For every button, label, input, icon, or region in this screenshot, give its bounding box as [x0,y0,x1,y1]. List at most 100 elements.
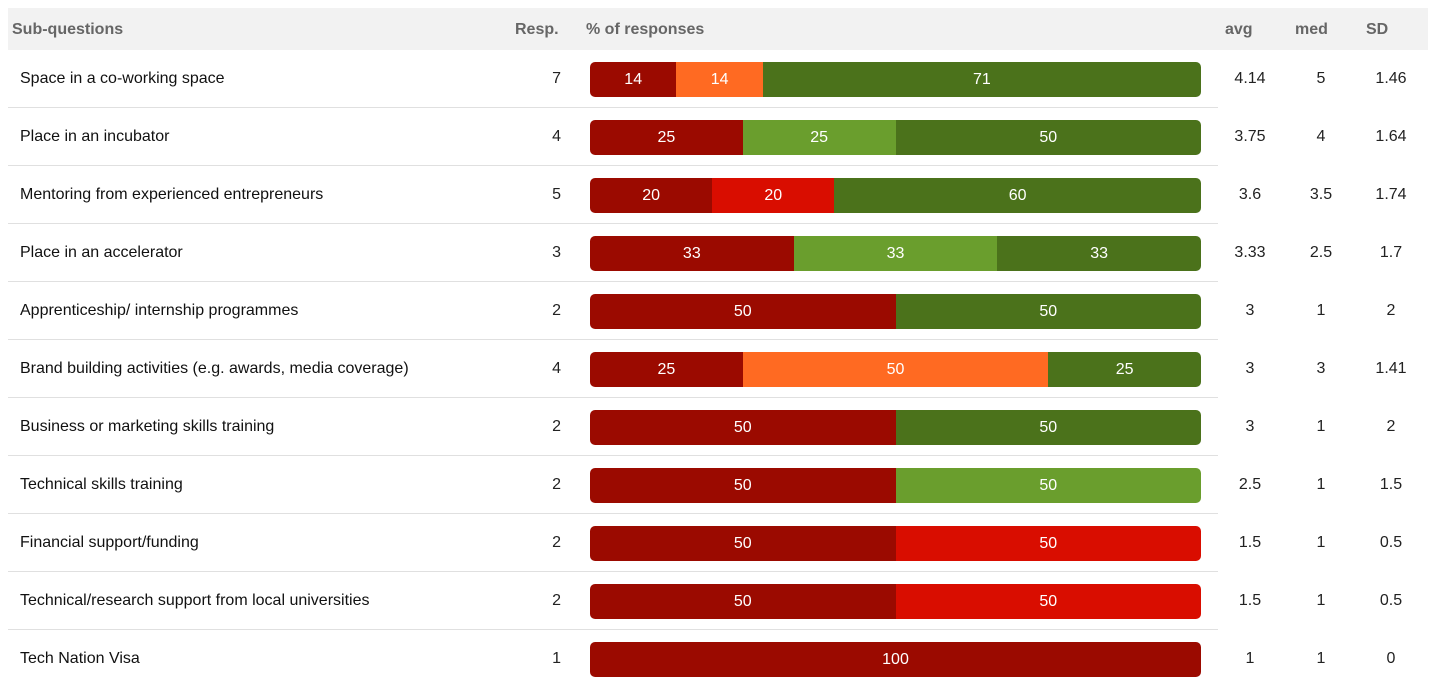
sd-value: 0.5 [1379,534,1403,551]
row-divider [8,571,1218,572]
table-row: Place in an incubator 4 25 25 50 3.75 4 1.64 [8,108,1428,166]
bar-segment: 50 [895,120,1201,155]
subquestion-label: Mentoring from experienced entrepreneurs [20,186,324,203]
table-row: Apprenticeship/ internship programmes 2 50… [8,282,1428,340]
subquestion-label: Business or marketing skills training [20,418,275,435]
table-row: Brand building activities (e.g. awards, … [8,340,1428,398]
header-sd: SD [1366,21,1389,38]
bar-segment: 50 [590,410,896,445]
table-row: Tech Nation Visa 1 100 1 1 0 [8,630,1428,688]
response-count: 4 [552,360,561,377]
bar-segment: 50 [895,526,1201,561]
avg-value: 1.5 [1238,592,1262,609]
bar-segment: 50 [590,584,896,619]
subquestion-label: Tech Nation Visa [20,650,140,667]
median-value: 5 [1316,70,1326,87]
header-avg: avg [1225,21,1253,38]
bar-segment: 14 [676,62,763,97]
sd-value: 2 [1386,302,1396,319]
table-row: Financial support/funding 2 50 50 1.5 1 0.5 [8,514,1428,572]
avg-value: 4.14 [1234,70,1266,87]
avg-value: 2.5 [1238,476,1262,493]
row-divider [8,339,1218,340]
median-value: 2.5 [1309,244,1333,261]
stacked-bar: 50 50 [590,410,1201,445]
bar-segment: 33 [590,236,794,271]
median-value: 1 [1316,302,1326,319]
response-count: 4 [552,128,561,145]
avg-value: 3.33 [1234,244,1266,261]
bar-segment: 25 [590,352,743,387]
stacked-bar: 25 50 25 [590,352,1201,387]
median-value: 3 [1316,360,1326,377]
stacked-bar: 50 50 [590,294,1201,329]
table-header: Sub-questions Resp. % of responses avg m… [8,8,1428,50]
sd-value: 1.41 [1375,360,1407,377]
stacked-bar: 14 14 71 [590,62,1201,97]
bar-segment: 50 [590,468,896,503]
table-row: Business or marketing skills training 2 50… [8,398,1428,456]
subquestion-label: Technical/research support from local un… [20,592,370,609]
sd-value: 1.5 [1379,476,1403,493]
subquestion-label: Place in an accelerator [20,244,183,261]
table-row: Technical skills training 2 50 50 2.5 1 1.5 [8,456,1428,514]
header-med: med [1295,21,1328,38]
row-divider [8,397,1218,398]
median-value: 4 [1316,128,1326,145]
stacked-bar: 50 50 [590,526,1201,561]
bar-segment: 71 [762,62,1201,97]
row-divider [8,223,1218,224]
sd-value: 1.64 [1375,128,1407,145]
subquestion-label: Brand building activities (e.g. awards, … [20,360,409,377]
sd-value: 0.5 [1379,592,1403,609]
stacked-bar: 25 25 50 [590,120,1201,155]
subquestion-label: Space in a co-working space [20,70,225,87]
median-value: 1 [1316,592,1326,609]
subquestion-label: Apprenticeship/ internship programmes [20,302,299,319]
table-row: Space in a co-working space 7 14 14 71 4.14 5 1… [8,50,1428,108]
bar-segment: 100 [590,642,1201,677]
response-count: 2 [552,534,561,551]
sd-value: 1.7 [1379,244,1403,261]
bar-segment: 60 [834,178,1201,213]
avg-value: 3.6 [1238,186,1262,203]
avg-value: 3 [1245,302,1255,319]
header-resp: Resp. [515,21,559,38]
table-row: Place in an accelerator 3 33 33 33 3.33 2.5 1.7 [8,224,1428,282]
sd-value: 1.74 [1375,186,1407,203]
bar-segment: 50 [590,294,896,329]
row-divider [8,281,1218,282]
stacked-bar: 33 33 33 [590,236,1201,271]
avg-value: 3 [1245,418,1255,435]
avg-value: 1.5 [1238,534,1262,551]
row-divider [8,165,1218,166]
bar-segment: 33 [793,236,998,271]
response-count: 2 [552,592,561,609]
median-value: 1 [1316,476,1326,493]
row-divider [8,107,1218,108]
median-value: 1 [1316,418,1326,435]
subquestion-label: Place in an incubator [20,128,170,145]
avg-value: 1 [1245,650,1255,667]
stacked-bar: 50 50 [590,584,1201,619]
response-count: 1 [552,650,561,667]
median-value: 1 [1316,650,1326,667]
row-divider [8,513,1218,514]
bar-segment: 50 [895,584,1201,619]
table-row: Technical/research support from local un… [8,572,1428,630]
stacked-bar: 100 [590,642,1201,677]
bar-segment: 20 [712,178,835,213]
sd-value: 0 [1386,650,1396,667]
sd-value: 1.46 [1375,70,1407,87]
bar-segment: 50 [895,294,1201,329]
bar-segment: 50 [895,410,1201,445]
table-row: Mentoring from experienced entrepreneurs… [8,166,1428,224]
avg-value: 3 [1245,360,1255,377]
header-subquestions: Sub-questions [12,21,124,38]
bar-segment: 50 [742,352,1049,387]
avg-value: 3.75 [1234,128,1266,145]
bar-segment: 25 [1048,352,1201,387]
bar-segment: 50 [895,468,1201,503]
response-count: 3 [552,244,561,261]
stacked-bar: 20 20 60 [590,178,1201,213]
